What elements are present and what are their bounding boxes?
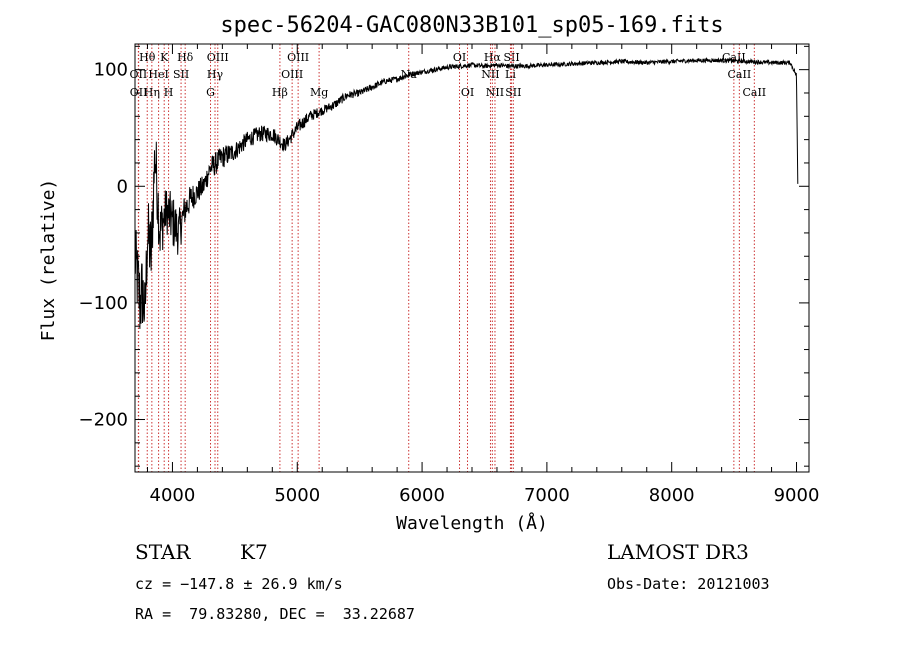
x-tick-label: 7000 xyxy=(524,485,570,506)
x-axis-label: Wavelength (Å) xyxy=(396,512,548,534)
spectral-line-label: Hα xyxy=(484,51,502,64)
flux-line xyxy=(134,56,799,329)
x-tick-label: 4000 xyxy=(150,485,196,506)
spectral-line-label: OIII xyxy=(287,51,309,64)
y-tick-label: 100 xyxy=(94,60,128,81)
spectral-line-label: K xyxy=(160,51,169,64)
spectral-line-label: G xyxy=(206,86,215,99)
spectral-line-label: NII xyxy=(481,68,499,81)
spectral-line-label: Hβ xyxy=(272,86,288,99)
y-axis-label: Flux (relative) xyxy=(38,179,59,342)
y-tick-label: 0 xyxy=(117,176,128,197)
spectral-line-label: Hθ xyxy=(139,51,156,64)
spectral-line-label: OIII xyxy=(281,68,303,81)
y-tick-label: −100 xyxy=(79,293,128,314)
spectrum-series xyxy=(134,56,799,329)
object-subclass: K7 xyxy=(240,540,268,564)
spectral-line-label: SII xyxy=(503,51,519,64)
x-tick-label: 6000 xyxy=(399,485,445,506)
spectral-line-label: Li xyxy=(505,68,516,81)
spectral-line-label: H xyxy=(164,86,174,99)
spectral-line-label: NII xyxy=(486,86,504,99)
spectral-line-label: OI xyxy=(461,86,474,99)
chart-title: spec-56204-GAC080N33B101_sp05-169.fits xyxy=(220,13,723,38)
object-class: STAR xyxy=(135,540,191,564)
spectral-line-label: OII xyxy=(130,68,148,81)
spectral-line-label: HeI xyxy=(148,68,168,81)
coordinates-readout: RA = 79.83280, DEC = 33.22687 xyxy=(135,605,415,623)
spectral-line-label: SII xyxy=(505,86,521,99)
spectral-line-label: CaII xyxy=(742,86,766,99)
x-tick-label: 5000 xyxy=(274,485,320,506)
spectral-line-label: SII xyxy=(173,68,189,81)
x-tick-label: 9000 xyxy=(774,485,820,506)
spectral-line-label: OI xyxy=(453,51,466,64)
x-tick-label: 8000 xyxy=(649,485,695,506)
survey-label: LAMOST DR3 xyxy=(607,540,749,564)
obs-date: Obs-Date: 20121003 xyxy=(607,575,770,593)
plot-frame xyxy=(134,43,810,473)
spectral-line-label: Hη xyxy=(144,86,160,99)
redshift-readout: cz = −147.8 ± 26.9 km/s xyxy=(135,575,343,593)
spectral-line-label: Hδ xyxy=(177,51,194,64)
spectral-line-label: OIII xyxy=(207,51,229,64)
axes: 4000 5000 6000 7000 8000 9000 100 0 −100 −200 xyxy=(79,44,820,506)
y-tick-label: −200 xyxy=(79,410,128,431)
spectral-line-label: CaII xyxy=(728,68,752,81)
spectral-line-label: Hγ xyxy=(207,68,224,81)
spectral-line-label: Mg xyxy=(310,86,328,99)
